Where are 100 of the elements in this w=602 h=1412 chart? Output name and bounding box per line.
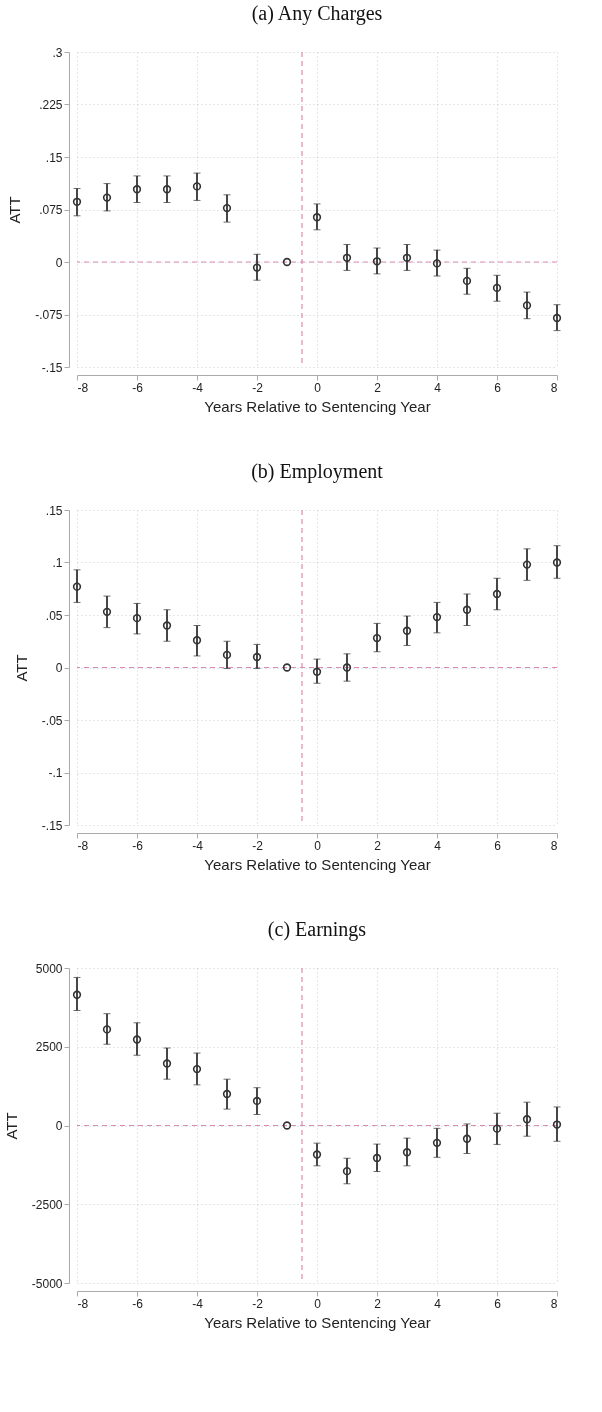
y-tick-label: .3 (52, 45, 63, 60)
y-tick-label: -.15 (41, 818, 63, 833)
x-tick-label: 0 (314, 1296, 322, 1311)
point (222, 1089, 232, 1099)
point (462, 605, 472, 614)
point (342, 1167, 352, 1176)
x-axis-title: Years Relative to Sentencing Year (204, 1313, 431, 1331)
point (102, 607, 112, 616)
point (282, 1121, 292, 1130)
point (492, 1124, 502, 1133)
point (552, 313, 562, 323)
y-tick-label: -5000 (31, 1276, 63, 1291)
y-tick-label: -2500 (31, 1197, 63, 1212)
x-tick-label: -6 (132, 1296, 144, 1311)
x-tick-label: -4 (192, 380, 204, 395)
y-tick-label: -.05 (41, 713, 63, 728)
point (522, 301, 532, 310)
point (162, 185, 172, 194)
point (432, 612, 442, 622)
x-tick-label: 8 (550, 1296, 558, 1311)
x-tick-label: -6 (132, 380, 144, 395)
x-axis-title: Years Relative to Sentencing Year (204, 855, 431, 873)
x-tick-label: -8 (77, 380, 89, 395)
y-tick-label: .15 (45, 150, 63, 165)
point (552, 558, 562, 567)
point (402, 626, 412, 635)
y-axis-title: ATT (6, 196, 24, 224)
point (192, 1064, 202, 1074)
x-tick-label: 2 (374, 1296, 382, 1311)
point (522, 560, 532, 569)
x-tick-label: -2 (252, 1296, 264, 1311)
x-tick-label: -4 (192, 1296, 204, 1311)
point (552, 1120, 562, 1129)
x-tick-label: 4 (434, 380, 442, 395)
point (252, 1096, 262, 1106)
point (72, 197, 82, 206)
chart-title: (b) Employment (251, 460, 384, 483)
point (402, 253, 412, 262)
point (252, 263, 262, 272)
y-axis-title: ATT (2, 1112, 20, 1140)
y-tick-label: 0 (55, 1119, 63, 1133)
point (192, 182, 202, 191)
y-tick-label: .075 (39, 203, 63, 217)
point (102, 1025, 112, 1034)
x-tick-label: 8 (550, 380, 558, 395)
x-tick-label: 0 (314, 838, 322, 853)
point (432, 259, 442, 268)
point (522, 1115, 532, 1124)
point (402, 1148, 412, 1157)
point (462, 1134, 472, 1143)
point (162, 1059, 172, 1068)
y-tick-label: .05 (45, 608, 63, 623)
point (72, 990, 82, 999)
point (312, 667, 322, 676)
y-tick-label: .15 (45, 503, 63, 518)
x-tick-label: -2 (252, 838, 264, 853)
x-tick-label: 0 (314, 380, 322, 395)
y-tick-label: -.15 (41, 360, 63, 375)
point (492, 283, 502, 293)
y-axis-title: ATT (12, 654, 30, 682)
point (432, 1138, 442, 1147)
x-tick-label: 2 (374, 380, 382, 395)
point (372, 257, 382, 266)
x-tick-label: 4 (434, 838, 442, 853)
point (252, 652, 262, 662)
x-tick-label: -2 (252, 380, 264, 395)
y-tick-label: .1 (52, 556, 63, 570)
point (372, 1153, 382, 1163)
point (162, 621, 172, 630)
x-tick-label: -8 (77, 1296, 89, 1311)
y-tick-label: 2500 (35, 1040, 63, 1055)
x-axis-title: Years Relative to Sentencing Year (204, 397, 431, 415)
point (462, 276, 472, 286)
point (132, 1035, 142, 1044)
x-tick-label: 4 (434, 1296, 442, 1311)
point (222, 650, 232, 660)
y-tick-label: -.075 (35, 308, 63, 322)
point (342, 253, 352, 262)
point (312, 213, 322, 222)
point (192, 636, 202, 645)
chart-title: (c) Earnings (267, 918, 367, 941)
x-tick-label: 6 (494, 838, 502, 853)
point (132, 185, 142, 194)
point (492, 589, 502, 599)
y-tick-label: .225 (39, 98, 63, 112)
point (132, 614, 142, 623)
y-tick-label: -.1 (48, 766, 63, 780)
point (372, 633, 382, 643)
point (342, 663, 352, 672)
x-tick-label: -4 (192, 838, 204, 853)
y-tick-label: 0 (55, 661, 63, 675)
x-tick-label: -6 (132, 838, 144, 853)
point (222, 203, 232, 213)
y-tick-label: 5000 (35, 961, 63, 976)
point (102, 193, 112, 202)
point (282, 663, 292, 672)
x-tick-label: 8 (550, 838, 558, 853)
point (282, 257, 292, 267)
y-tick-label: 0 (55, 255, 63, 270)
x-tick-label: 6 (494, 380, 502, 395)
